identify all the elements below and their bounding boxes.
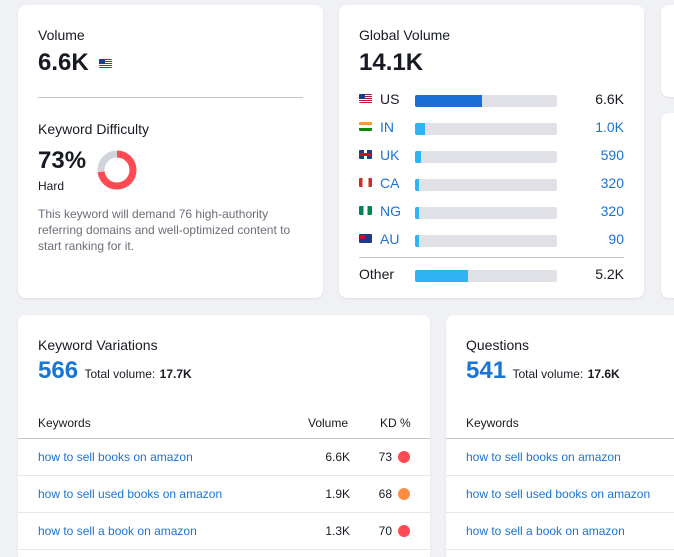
country-bar-fill: [415, 95, 482, 107]
questions-total-label: Total volume:: [512, 367, 584, 381]
keyword-kd: 70: [378, 524, 392, 538]
keyword-link[interactable]: how to sell books on amazon: [38, 450, 193, 464]
variations-title: Keyword Variations: [38, 337, 158, 353]
country-row-us: US 6.6K: [359, 89, 624, 109]
other-value: 5.2K: [595, 266, 624, 282]
variations-total-label: Total volume:: [84, 367, 156, 381]
kd-donut-icon: [97, 150, 137, 190]
variations-count[interactable]: 566: [38, 357, 79, 384]
row-divider: [18, 512, 430, 513]
col-volume[interactable]: Volume: [308, 416, 349, 430]
ng-flag-icon: [359, 206, 372, 215]
country-row-uk: UK 590: [359, 145, 624, 165]
row-divider: [446, 512, 674, 513]
kd-title: Keyword Difficulty: [38, 121, 150, 137]
row-divider: [446, 549, 674, 550]
country-bar-fill: [415, 235, 420, 247]
keyword-kd: 68: [378, 487, 392, 501]
question-link[interactable]: how to sell used books on amazon: [466, 487, 651, 501]
divider: [38, 97, 303, 98]
country-row-in: IN 1.0K: [359, 117, 624, 137]
questions-count[interactable]: 541: [466, 357, 507, 384]
country-value[interactable]: 1.0K: [595, 119, 624, 135]
volume-value: 6.6K: [38, 49, 89, 76]
country-bar-fill: [415, 151, 421, 163]
keyword-link[interactable]: how to sell a book on amazon: [38, 524, 197, 538]
divider: [359, 257, 624, 258]
questions-summary: 541 Total volume: 17.6K: [466, 357, 620, 385]
country-bar: [415, 207, 557, 219]
global-volume-title: Global Volume: [359, 27, 451, 43]
kd-dot-icon: [398, 525, 410, 537]
keyword-kd: 73: [378, 450, 392, 464]
kd-level: Hard: [38, 179, 65, 193]
country-value: 6.6K: [595, 91, 624, 107]
country-bar: [415, 235, 557, 247]
keyword-volume: 1.3K: [325, 524, 350, 538]
volume-value-wrap: 6.6K: [38, 49, 113, 77]
question-link[interactable]: how to sell books on amazon: [466, 450, 621, 464]
other-label: Other: [359, 266, 395, 282]
country-bar: [415, 151, 557, 163]
question-link[interactable]: how to sell a book on amazon: [466, 524, 625, 538]
country-value[interactable]: 590: [600, 147, 624, 163]
country-bar: [415, 123, 557, 135]
other-bar: [415, 270, 557, 282]
keyword-volume: 6.6K: [325, 450, 350, 464]
country-value[interactable]: 90: [608, 231, 624, 247]
variations-summary: 566 Total volume: 17.7K: [38, 357, 192, 385]
country-bar-fill: [415, 123, 425, 135]
country-row-au: AU 90: [359, 229, 624, 249]
country-code[interactable]: NG: [380, 203, 401, 219]
col-keywords: Keywords: [38, 416, 91, 430]
q-col-keywords: Keywords: [466, 416, 519, 430]
country-code[interactable]: CA: [380, 175, 400, 191]
au-flag-icon: [359, 234, 372, 243]
country-code[interactable]: IN: [380, 119, 394, 135]
other-bar-fill: [415, 270, 468, 282]
partial-card-top-right: [661, 5, 674, 97]
volume-card: Volume 6.6K Keyword Difficulty 73% Hard …: [18, 5, 323, 298]
country-value[interactable]: 320: [600, 203, 624, 219]
country-code[interactable]: AU: [380, 231, 400, 247]
variations-total-value: 17.7K: [159, 367, 192, 381]
kd-value: 73%: [38, 147, 87, 174]
questions-card: Questions 541 Total volume: 17.6K Keywor…: [446, 315, 674, 557]
country-bar-fill: [415, 179, 420, 191]
country-row-other: Other 5.2K: [359, 264, 624, 284]
row-divider: [18, 475, 430, 476]
keyword-variations-card: Keyword Variations 566 Total volume: 17.…: [18, 315, 430, 557]
row-divider: [18, 549, 430, 550]
global-volume-card: Global Volume 14.1K US 6.6K IN 1.0K UK 590 CA 3…: [339, 5, 644, 298]
country-row-ng: NG 320: [359, 201, 624, 221]
partial-card-right: [661, 113, 674, 298]
global-volume-value: 14.1K: [359, 49, 424, 76]
header-divider: [18, 438, 430, 439]
in-flag-icon: [359, 122, 372, 131]
keyword-link[interactable]: how to sell used books on amazon: [38, 487, 223, 501]
kd-description: This keyword will demand 76 high-authori…: [38, 207, 291, 253]
us-flag-icon: [359, 94, 372, 103]
q-header-divider: [446, 438, 674, 439]
country-bar: [415, 95, 557, 107]
kd-dot-icon: [398, 451, 410, 463]
ca-flag-icon: [359, 178, 372, 187]
kd-dot-icon: [398, 488, 410, 500]
country-code: US: [380, 91, 400, 107]
country-bar-fill: [415, 207, 420, 219]
keyword-volume: 1.9K: [325, 487, 350, 501]
country-bar: [415, 179, 557, 191]
country-code[interactable]: UK: [380, 147, 400, 163]
col-kd[interactable]: KD %: [380, 416, 411, 430]
volume-title: Volume: [38, 27, 85, 43]
questions-title: Questions: [466, 337, 530, 353]
row-divider: [446, 475, 674, 476]
country-value[interactable]: 320: [600, 175, 624, 191]
uk-flag-icon: [359, 150, 372, 159]
questions-total-value: 17.6K: [587, 367, 620, 381]
us-flag-icon: [99, 59, 113, 68]
country-row-ca: CA 320: [359, 173, 624, 193]
